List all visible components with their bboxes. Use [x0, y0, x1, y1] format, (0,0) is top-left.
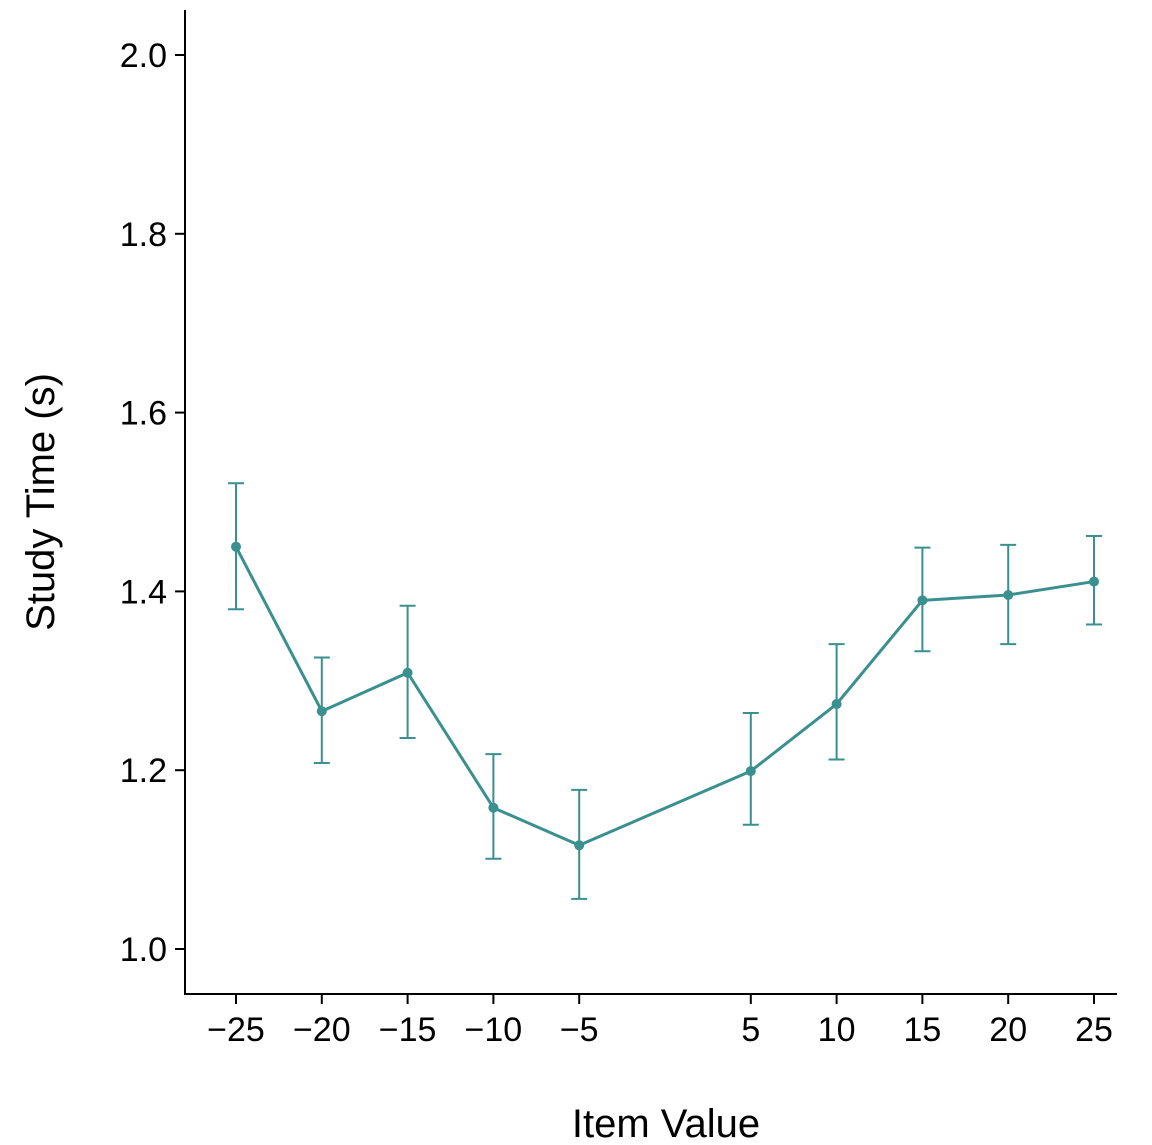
- y-axis-title: Study Time (s): [19, 373, 63, 631]
- x-axis-ticks: −25 −20 −15 −10 −5 5 10 15 20 25: [207, 994, 1113, 1049]
- plot-area: [228, 482, 1102, 900]
- data-point: [488, 802, 499, 813]
- series-line: [234, 546, 1095, 847]
- data-point: [574, 840, 585, 851]
- x-tick-label: 15: [903, 1011, 941, 1049]
- x-tick-label: 25: [1075, 1011, 1113, 1049]
- data-point: [1003, 589, 1014, 600]
- data-point: [231, 541, 241, 552]
- y-tick-label: 1.6: [120, 395, 167, 433]
- x-tick-label: −10: [465, 1011, 523, 1049]
- x-tick-label: −20: [293, 1011, 351, 1049]
- x-tick-label: 5: [741, 1011, 760, 1049]
- y-tick-label: 1.8: [120, 216, 167, 254]
- y-tick-label: 2.0: [120, 37, 167, 75]
- x-tick-label: −5: [560, 1011, 599, 1049]
- x-tick-label: 10: [818, 1011, 856, 1049]
- data-point: [402, 667, 413, 678]
- y-tick-label: 1.0: [120, 931, 167, 969]
- y-tick-label: 1.4: [120, 573, 167, 611]
- x-tick-label: 20: [989, 1011, 1027, 1049]
- data-point: [831, 699, 842, 710]
- data-point: [316, 706, 327, 717]
- y-tick-label: 1.2: [120, 752, 167, 790]
- data-point: [745, 766, 756, 777]
- y-axis-ticks: 1.0 1.2 1.4 1.6 1.8 2.0: [120, 37, 185, 969]
- x-axis-title: Item Value: [572, 1102, 760, 1145]
- x-tick-label: −25: [207, 1011, 265, 1049]
- data-point: [1089, 576, 1099, 587]
- data-point: [917, 595, 928, 606]
- x-tick-label: −15: [379, 1011, 437, 1049]
